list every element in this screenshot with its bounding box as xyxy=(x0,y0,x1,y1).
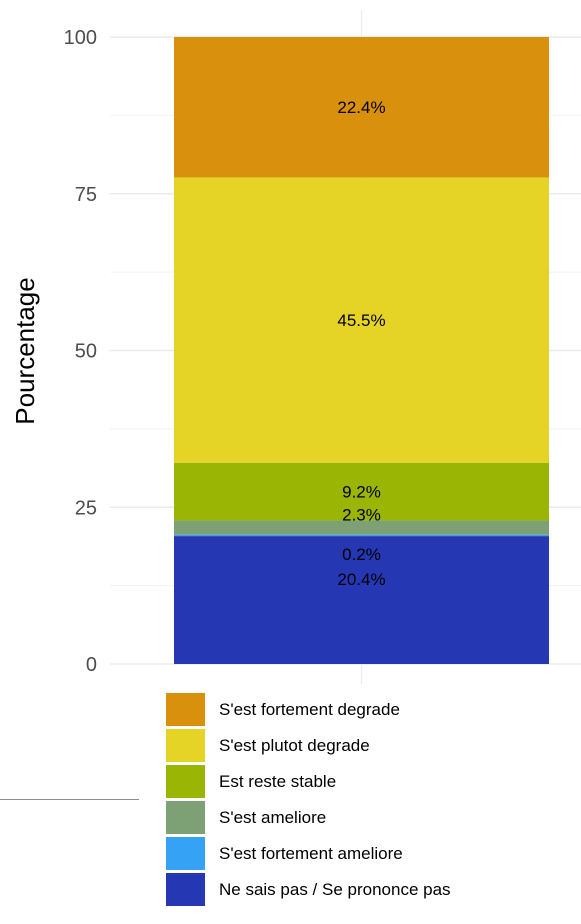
divider-line xyxy=(0,799,139,800)
data-label: 9.2% xyxy=(342,483,381,502)
data-label: 2.3% xyxy=(342,505,381,524)
bar-segment xyxy=(174,462,549,521)
y-tick-label: 75 xyxy=(75,184,97,206)
data-label: 20.4% xyxy=(337,570,385,589)
legend-label: Ne sais pas / Se prononce pas xyxy=(219,879,451,899)
legend-swatch xyxy=(166,693,205,726)
bar-segment xyxy=(174,37,549,178)
legend-swatch xyxy=(166,765,205,798)
bar-segments xyxy=(174,37,549,664)
bar-segment xyxy=(174,520,549,535)
y-tick-label: 50 xyxy=(75,341,97,363)
bar-segment xyxy=(174,177,549,463)
legend-item: S'est plutot degrade xyxy=(166,728,566,763)
legend-label: Est reste stable xyxy=(219,771,337,791)
legend-swatch xyxy=(166,837,205,870)
data-label: 45.5% xyxy=(337,311,385,330)
y-tick-label: 100 xyxy=(64,27,97,49)
legend-item: Est reste stable xyxy=(166,764,566,799)
legend-label: S'est fortement degrade xyxy=(219,699,400,719)
bar-segment xyxy=(174,536,549,664)
bar-segment xyxy=(174,534,549,537)
legend-item: S'est fortement degrade xyxy=(166,692,566,727)
segment-labels: 20.4% 0.2% 2.3% 9.2% 45.5% 22.4% xyxy=(337,98,385,589)
legend-swatch xyxy=(166,729,205,762)
y-axis-label: Pourcentage xyxy=(10,277,40,424)
legend-item: S'est ameliore xyxy=(166,800,566,835)
data-label: 22.4% xyxy=(337,98,385,117)
legend-label: S'est plutot degrade xyxy=(219,735,370,755)
y-tick-label: 25 xyxy=(75,497,97,519)
legend-label: S'est fortement ameliore xyxy=(219,843,403,863)
legend: S'est fortement degrade S'est plutot degr… xyxy=(166,692,566,908)
legend-item: S'est fortement ameliore xyxy=(166,836,566,871)
legend-swatch xyxy=(166,801,205,834)
y-tick-label: 0 xyxy=(86,654,97,676)
y-axis-ticks: 0 25 50 75 100 xyxy=(64,27,97,676)
legend-item: Ne sais pas / Se prononce pas xyxy=(166,872,566,907)
legend-label: S'est ameliore xyxy=(219,807,327,827)
legend-swatch xyxy=(166,873,205,906)
data-label: 0.2% xyxy=(342,545,381,564)
stacked-bar-chart: 0 25 50 75 100 20.4% 0.2% 2.3% 9.2% 45.5% 22.4% P… xyxy=(10,10,581,684)
